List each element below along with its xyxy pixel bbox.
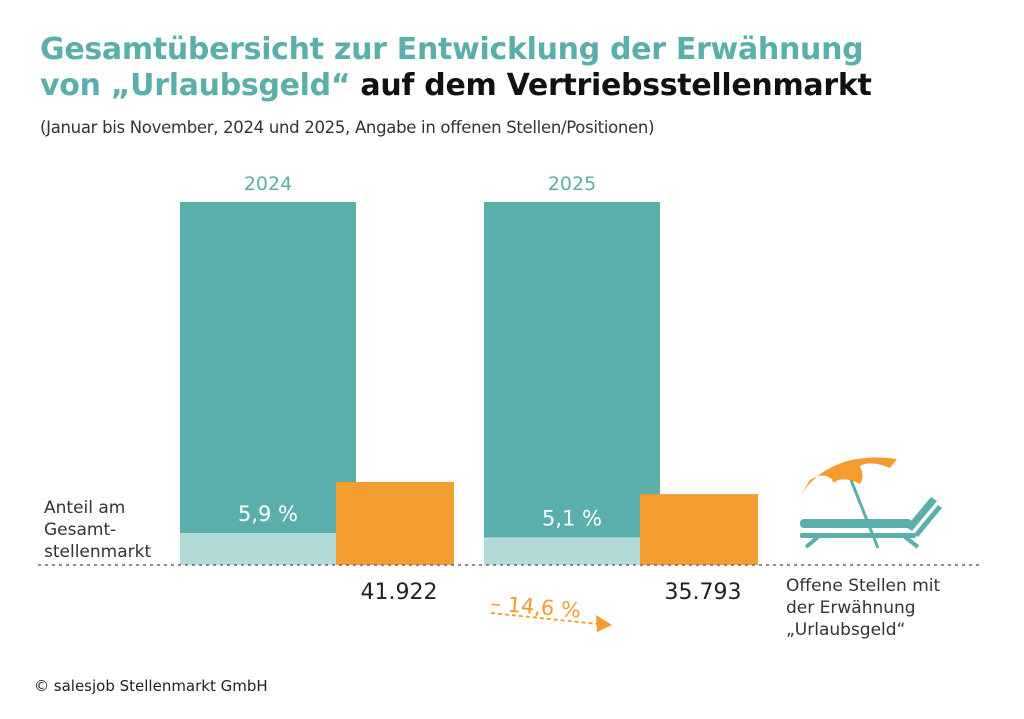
urlaubsgeld-bar — [640, 494, 758, 565]
axis-label-line: Gesamt- — [44, 520, 117, 540]
share-label: 5,1 % — [542, 506, 602, 530]
title-line-1: Gesamtübersicht zur Entwicklung der Erwä… — [40, 32, 864, 67]
title-line-2: von „Urlaubsgeld“ auf dem Vertriebsstell… — [40, 68, 872, 104]
year-label: 2025 — [548, 173, 596, 195]
total-market-bar — [484, 202, 660, 565]
title-line-2-colored: von „Urlaubsgeld“ — [40, 68, 351, 103]
chart-subtitle: (Januar bis November, 2024 und 2025, Ang… — [40, 118, 655, 137]
chart-title: Gesamtübersicht zur Entwicklung der Erwä… — [40, 32, 872, 104]
legend-line: „Urlaubsgeld“ — [786, 620, 906, 640]
change-arrow-line — [490, 612, 599, 625]
title-line-2-black: auf dem Vertriebsstellenmarkt — [350, 68, 872, 103]
share-axis-label: Anteil am Gesamt- stellenmarkt — [44, 497, 151, 563]
share-bar — [180, 533, 356, 565]
legend-line: Offene Stellen mit — [786, 576, 941, 596]
value-label: 35.793 — [665, 580, 742, 605]
year-label: 2024 — [244, 173, 292, 195]
axis-label-line: stellenmarkt — [44, 542, 152, 562]
axis-label-line: Anteil am — [44, 498, 126, 518]
legend-line: der Erwähnung — [786, 598, 916, 618]
beach-lounger-umbrella-icon — [800, 457, 942, 549]
legend-text: Offene Stellen mit der Erwähnung „Urlaub… — [786, 575, 940, 641]
share-label: 5,9 % — [238, 502, 298, 526]
change-arrow-head — [596, 615, 612, 632]
share-bar — [484, 537, 660, 565]
value-label: 41.922 — [361, 580, 438, 605]
urlaubsgeld-bar — [336, 482, 454, 565]
source-credit: © salesjob Stellenmarkt GmbH — [34, 677, 268, 695]
total-market-bar — [180, 202, 356, 565]
